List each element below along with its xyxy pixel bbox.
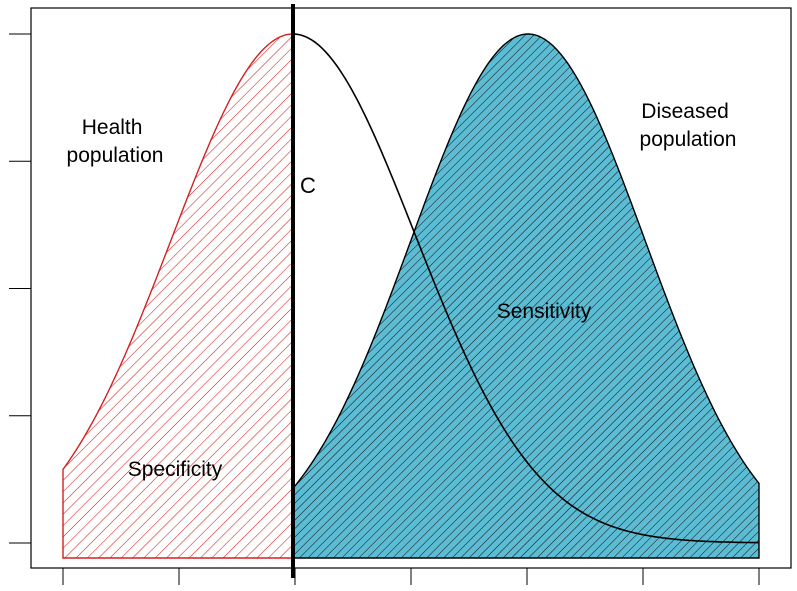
health-population-curve [292, 33, 760, 544]
health-population-label: Health population [67, 116, 164, 167]
diseased-population-label-line1: Diseased [641, 100, 729, 123]
specificity-region [63, 34, 293, 558]
diseased-population-label: Diseased population [640, 100, 737, 151]
specificity-region-outline [62, 33, 294, 559]
x-axis-ticks [62, 568, 760, 585]
diseased-population-curve [292, 33, 760, 559]
sensitivity-label: Sensitivity [497, 300, 592, 323]
diseased-population-label-line2: population [640, 128, 737, 151]
specificity-label: Specificity [128, 458, 223, 481]
health-population-label-line2: population [67, 144, 164, 167]
sensitivity-region-hatch [293, 34, 759, 558]
cutoff-label: C [300, 173, 316, 198]
health-population-label-line1: Health [82, 116, 143, 139]
y-axis-ticks [9, 33, 31, 544]
